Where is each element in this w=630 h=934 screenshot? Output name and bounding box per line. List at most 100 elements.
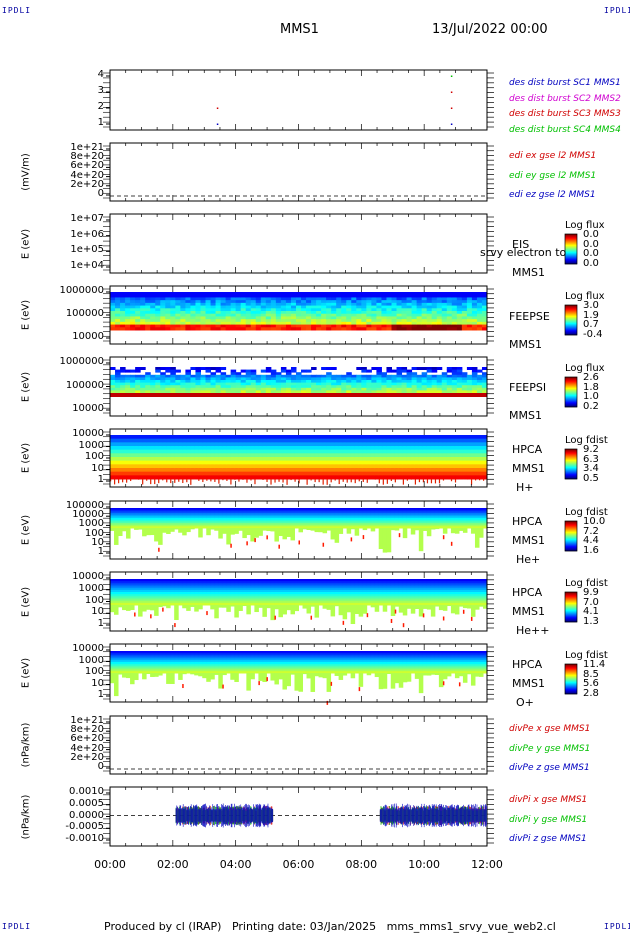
hpca-cell <box>198 457 203 462</box>
hpca-cell <box>478 464 484 469</box>
hpca-cell <box>134 508 139 511</box>
hpca-cell <box>338 519 344 522</box>
feepse-cell <box>401 313 408 317</box>
hpca-cell <box>206 438 211 443</box>
hpca-cell <box>458 514 464 517</box>
feepse-cell <box>225 297 232 301</box>
hpca-cell <box>246 468 251 473</box>
feepse-cell <box>155 319 161 323</box>
hpca-cell <box>190 457 195 462</box>
hpca-cell <box>142 509 147 512</box>
hpca-cell <box>334 524 340 527</box>
hpca-cell <box>170 526 175 529</box>
hpca-cell <box>222 446 227 451</box>
hpca-cell <box>390 519 396 522</box>
hpca-cell <box>222 460 227 465</box>
colorbar-cell <box>565 470 577 472</box>
feepsi-cell <box>170 387 176 391</box>
hpca-cell <box>278 464 283 469</box>
colorbar-cell <box>565 400 577 402</box>
feepsi-cell <box>386 387 392 391</box>
hpca-cell <box>406 519 412 522</box>
hpca-tail <box>202 479 204 483</box>
feepsi-cell <box>230 380 237 383</box>
hpca-cell <box>426 449 432 454</box>
feepsi-cell <box>110 382 116 386</box>
hpca-tail <box>346 528 352 534</box>
feepse-cell <box>316 324 322 328</box>
hpca-tail <box>154 479 156 485</box>
feepsi-cell <box>200 382 207 386</box>
hpca-cell <box>234 518 239 521</box>
hpca-cell <box>126 524 131 527</box>
hpca-cell <box>214 519 219 522</box>
hpca-cell <box>230 442 235 447</box>
hpca-cell <box>446 516 452 519</box>
hpca-cell <box>286 457 291 462</box>
hpca-cell <box>122 594 127 597</box>
hpca-cell <box>286 513 291 516</box>
hpca-cell <box>278 460 283 465</box>
hpca-cell <box>394 521 400 524</box>
hpca-cell <box>474 526 480 529</box>
feepse-cell <box>270 319 277 323</box>
hpca-cell <box>218 471 223 476</box>
feepsi-cell <box>290 367 297 370</box>
feepse-cell <box>366 319 372 323</box>
hpca-cell <box>254 471 259 476</box>
hpca-cell <box>338 518 344 521</box>
hpca-cell <box>394 513 400 516</box>
hpca-cell <box>138 600 143 604</box>
colorbar-cell <box>565 389 577 391</box>
hpca-cell <box>326 524 332 527</box>
hpca-cell <box>238 514 243 517</box>
hpca-cell <box>110 446 115 451</box>
feepsi-cell <box>190 374 196 378</box>
feepse-cell <box>190 316 196 320</box>
feepse-cell <box>205 302 212 307</box>
hpca-cell <box>450 511 456 514</box>
hpca-tail <box>366 479 368 483</box>
feepse-cell <box>386 311 392 315</box>
hpca-cell <box>182 514 187 517</box>
hpca-tail <box>122 479 124 483</box>
feepsi-cell <box>280 382 287 386</box>
feepsi-cell <box>145 385 151 389</box>
feepse-cell <box>446 313 453 317</box>
hpca-cell <box>298 524 304 527</box>
hpca-cell <box>318 521 324 524</box>
hpca-cell <box>382 453 388 458</box>
feepsi-cell <box>240 377 247 381</box>
hpca-cell <box>470 442 476 447</box>
feepsi-cell <box>250 385 257 389</box>
hpca-cell <box>434 468 440 473</box>
feepsi-cell <box>446 382 453 386</box>
hpca-cell <box>134 435 139 440</box>
feepsi-cell <box>371 377 377 381</box>
feepse-cell <box>265 327 272 331</box>
feepse-cell <box>135 302 141 307</box>
feepse-cell <box>336 316 342 320</box>
feepsi-cell <box>240 385 247 389</box>
hpca-cell <box>302 435 308 440</box>
feepse-cell <box>476 292 483 296</box>
feepse-cell <box>245 319 252 323</box>
feepse-cell <box>140 300 146 304</box>
hpca-tail <box>326 479 328 485</box>
hpca-cell <box>142 524 147 527</box>
feepse-cell <box>451 321 458 326</box>
hpca-cell <box>386 460 392 465</box>
feepsi-cell <box>366 390 372 394</box>
feepsi-cell <box>295 390 302 394</box>
feepse-cell <box>421 313 428 317</box>
hpca-cell <box>414 438 420 443</box>
hpca-cell <box>142 589 147 593</box>
feepsi-cell <box>260 374 267 378</box>
feepse-cell <box>220 311 227 315</box>
hpca-cell <box>330 513 336 516</box>
colorbar-cell <box>565 539 577 541</box>
feepse-cell <box>160 302 166 307</box>
hpca-cell <box>298 438 304 443</box>
hpca-cell <box>378 471 384 476</box>
hpca-cell <box>414 471 420 476</box>
